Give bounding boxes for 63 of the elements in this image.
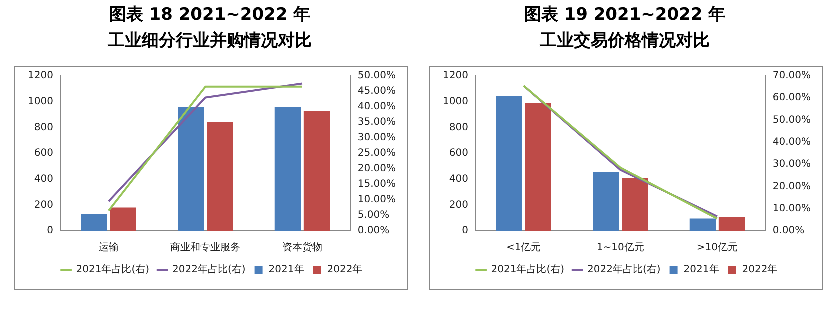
y-tick-label: 400: [34, 174, 54, 185]
bar: [81, 214, 108, 231]
y2-tick-label: 60.00%: [772, 92, 812, 104]
chart-title: 图表 19 2021~2022 年: [523, 4, 727, 27]
y-tick-label: 1200: [442, 70, 468, 82]
y2-tick-label: 15.00%: [358, 179, 396, 190]
y2-tick-label: 10.00%: [772, 203, 812, 214]
x-tick-label: 资本货物: [282, 242, 322, 254]
y-tick-label: 200: [34, 200, 54, 211]
legend-label: 2021年: [268, 264, 304, 276]
legend-label: 2021年: [684, 264, 720, 276]
legend-label: 2022年: [327, 264, 363, 276]
y-tick-label: 1000: [28, 96, 54, 108]
x-tick-label: >10亿元: [696, 242, 738, 254]
y-tick-label: 1000: [442, 96, 468, 108]
x-tick-label: 运输: [98, 242, 119, 254]
y2-tick-label: 50.00%: [358, 70, 396, 82]
x-tick-label: 1~10亿元: [596, 242, 644, 254]
bar: [496, 96, 522, 231]
y2-tick-label: 30.00%: [358, 132, 396, 144]
bar: [274, 107, 302, 231]
y-tick-label: 800: [449, 122, 468, 134]
bar: [207, 122, 234, 231]
chart-subtitle: 工业细分行业并购情况对比: [107, 30, 313, 53]
bar: [718, 217, 746, 231]
legend-label: 2022年占比(右): [172, 264, 246, 276]
y2-tick-label: 20.00%: [772, 181, 812, 192]
y2-tick-label: 40.00%: [772, 137, 812, 148]
bar: [622, 178, 648, 231]
bar: [110, 208, 136, 231]
y2-tick-label: 35.00%: [358, 117, 396, 128]
y2-tick-label: 5.00%: [358, 210, 390, 222]
legend-label: 2021年占比(右): [491, 264, 565, 276]
bar: [178, 107, 204, 231]
bar: [525, 103, 552, 231]
legend-label: 2022年占比(右): [588, 264, 661, 276]
y2-tick-label: 30.00%: [772, 159, 812, 170]
y2-tick-label: 0.00%: [772, 226, 805, 237]
y2-tick-label: 25.00%: [358, 148, 396, 160]
y-tick-label: 600: [449, 148, 468, 160]
y2-tick-label: 10.00%: [358, 194, 396, 206]
y2-tick-label: 40.00%: [358, 102, 396, 113]
legend-label: 2022年: [742, 264, 778, 276]
y2-tick-label: 0.00%: [358, 226, 390, 237]
y-tick-label: 800: [34, 122, 54, 134]
y-tick-label: 400: [449, 174, 468, 185]
y2-tick-label: 70.00%: [772, 70, 812, 82]
y2-tick-label: 45.00%: [358, 86, 396, 98]
y2-tick-label: 20.00%: [358, 164, 396, 175]
bar: [690, 218, 716, 231]
y-tick-label: 1200: [28, 70, 54, 82]
y-tick-label: 0: [47, 226, 54, 237]
y-tick-label: 600: [34, 148, 54, 160]
bar: [304, 112, 330, 231]
chart-title: 图表 18 2021~2022 年: [108, 4, 312, 27]
x-tick-label: <1亿元: [506, 242, 542, 254]
y-tick-label: 0: [462, 226, 468, 237]
x-tick-label: 商业和专业服务: [170, 242, 241, 254]
chart-subtitle: 工业交易价格情况对比: [539, 30, 711, 53]
legend-label: 2021年占比(右): [76, 264, 150, 276]
y2-tick-label: 50.00%: [772, 114, 812, 126]
y-tick-label: 200: [449, 200, 468, 211]
bar: [593, 172, 620, 231]
